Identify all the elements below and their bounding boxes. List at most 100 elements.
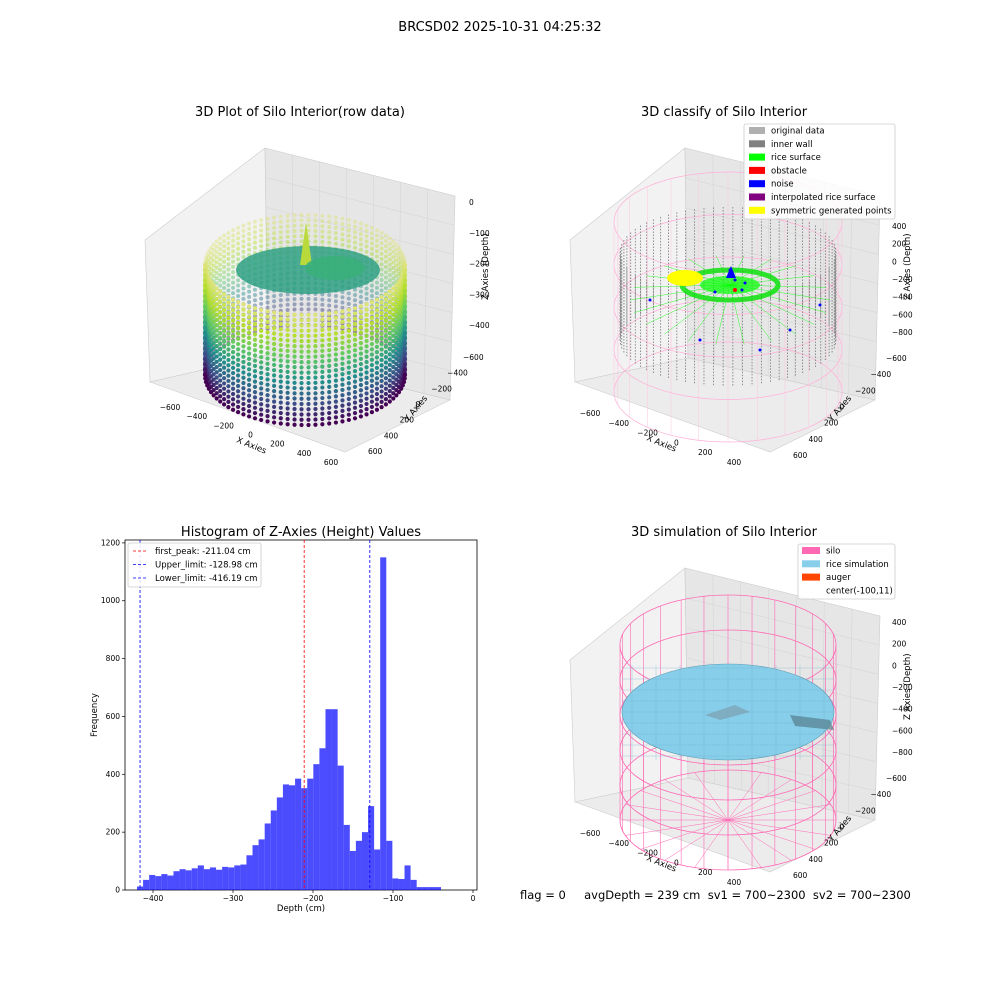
- histogram-bar: [137, 886, 144, 890]
- legend-entry: rice surface: [771, 153, 821, 163]
- raw-y-tick-label: 0: [416, 400, 421, 409]
- legend-entry: obstacle: [771, 166, 807, 176]
- histogram-bar: [295, 778, 302, 890]
- histogram-bar: [240, 864, 247, 890]
- histogram-title: Histogram of Z-Axies (Height) Values: [181, 525, 421, 540]
- legend-swatch: [749, 206, 765, 214]
- classify-legend: original data inner wall rice surface obsta…: [743, 123, 896, 220]
- raw-y-tick-label: −600: [463, 353, 484, 362]
- histogram-y-tick-label: 200: [106, 828, 121, 837]
- raw-z-tick-label: −100: [469, 229, 490, 238]
- simulation-x-label: X Axies: [645, 854, 678, 875]
- simulation-x-ticks: −600 −400 −200 0 200 400: [580, 829, 742, 887]
- histogram-y-tick-label: 0: [115, 886, 120, 895]
- histogram-bar: [398, 879, 405, 890]
- histogram-bar: [428, 887, 435, 890]
- classify-y-tick-label: 200: [824, 419, 839, 428]
- simulation-x-tick-label: 0: [674, 858, 679, 867]
- classify-panel-title: 3D classify of Silo Interior: [641, 105, 808, 120]
- simulation-legend-box: [797, 543, 896, 600]
- histogram-x-label: Depth (cm): [277, 904, 325, 914]
- raw-z-tick-label: −300: [469, 290, 490, 299]
- legend-swatch: [749, 180, 765, 188]
- histogram-bar: [252, 845, 259, 890]
- histogram-x-tick-label: 0: [471, 894, 476, 903]
- histogram-bar: [404, 865, 411, 890]
- histogram-bar: [434, 887, 441, 890]
- histogram-bar: [228, 867, 235, 890]
- legend-entry: inner wall: [771, 140, 812, 150]
- simulation-silo-mesh: [619, 594, 837, 871]
- simulation-y-tick-label: 600: [793, 871, 808, 880]
- histogram-bar: [325, 709, 332, 890]
- legend-entry: auger: [826, 573, 851, 583]
- classify-z-tick-label: −200: [892, 275, 913, 284]
- histogram-bar: [155, 876, 162, 890]
- histogram-bar: [355, 840, 362, 890]
- histogram-bar: [161, 874, 168, 890]
- histogram-legend-entry: first_peak: -211.04 cm: [155, 547, 251, 557]
- status-footer: flag = 0 avgDepth = 239 cm sv1 = 700~230…: [520, 888, 911, 902]
- histogram-y-tick-label: 1000: [101, 596, 120, 605]
- histogram-bar: [234, 865, 241, 890]
- simulation-y-tick-label: 0: [840, 823, 845, 832]
- histogram-bar: [282, 784, 289, 890]
- simulation-y-tick-label: −200: [855, 806, 876, 815]
- histogram-bar: [380, 557, 387, 890]
- classify-z-tick-label: 200: [892, 240, 907, 249]
- simulation-y-tick-label: 400: [809, 855, 824, 864]
- histogram-x-tick-label: −300: [223, 894, 244, 903]
- legend-swatch: [749, 166, 765, 174]
- classify-3d-panel: 3D classify of Silo Interior −600 −400 −20…: [569, 105, 913, 467]
- legend-swatch: [749, 193, 765, 201]
- raw-3d-panel: 3D Plot of Silo Interior(row data) −600−…: [144, 105, 491, 467]
- simulation-z-label: Z Axies (Depth): [903, 653, 913, 720]
- histogram-legend-box: [127, 542, 262, 588]
- simulation-z-tick-label: −200: [892, 683, 913, 692]
- classify-x-tick-label: 400: [727, 458, 742, 467]
- histogram-bar: [264, 823, 271, 890]
- raw-x-tick-label: −400: [187, 412, 208, 421]
- classify-z-ticks: 400 200 0 −200 −400 −600 −800: [892, 222, 913, 337]
- histogram-bar: [143, 879, 150, 890]
- legend-swatch: [749, 153, 765, 161]
- raw-x-ticks: −600 −400 −200 0 200 400 600: [160, 403, 339, 467]
- legend-entry: rice simulation: [826, 560, 889, 570]
- simulation-z-ticks: 400 200 0 −200 −400 −600 −800: [892, 618, 913, 757]
- classify-x-tick-label: 0: [674, 438, 679, 447]
- histogram-bar: [392, 878, 399, 890]
- classify-floor-pane: [573, 357, 876, 453]
- histogram-bar: [307, 778, 314, 890]
- histogram-bar: [374, 849, 381, 890]
- histogram-bar: [343, 824, 350, 890]
- raw-x-tick-label: 400: [297, 449, 312, 458]
- classify-y-tick-label: −200: [855, 386, 876, 395]
- histogram-x-tick-label: −100: [383, 894, 404, 903]
- classify-x-ticks: −600 −400 −200 0 200 400: [580, 409, 742, 467]
- histogram-bar: [185, 870, 192, 890]
- raw-panel-title: 3D Plot of Silo Interior(row data): [195, 105, 405, 120]
- legend-swatch: [802, 573, 820, 581]
- histogram-bar: [331, 709, 338, 890]
- raw-z-ticks: 0 −100 −200 −300 −400: [469, 198, 490, 330]
- histogram-bar: [361, 832, 369, 890]
- histogram-bar: [337, 765, 344, 890]
- histogram-bar: [301, 788, 308, 890]
- legend-entry: interpolated rice surface: [771, 193, 876, 203]
- histogram-bar: [319, 748, 326, 890]
- simulation-x-tick-label: −400: [608, 839, 629, 848]
- histogram-bar: [222, 866, 229, 890]
- histogram-x-tick-label: −400: [143, 894, 164, 903]
- classify-x-tick-label: −200: [637, 429, 658, 438]
- figure-suptitle: BRCSD02 2025-10-31 04:25:32: [398, 20, 601, 35]
- histogram-panel: Histogram of Z-Axies (Height) Values −40…: [90, 525, 478, 914]
- classify-x-tick-label: 200: [698, 448, 713, 457]
- simulation-z-tick-label: 200: [892, 640, 907, 649]
- classify-y-tick-label: 600: [793, 451, 808, 460]
- histogram-bar: [149, 874, 156, 890]
- simulation-legend: silo rice simulation auger center(-100,11): [797, 543, 896, 600]
- histogram-bar: [416, 887, 423, 890]
- histogram-bar: [368, 806, 375, 890]
